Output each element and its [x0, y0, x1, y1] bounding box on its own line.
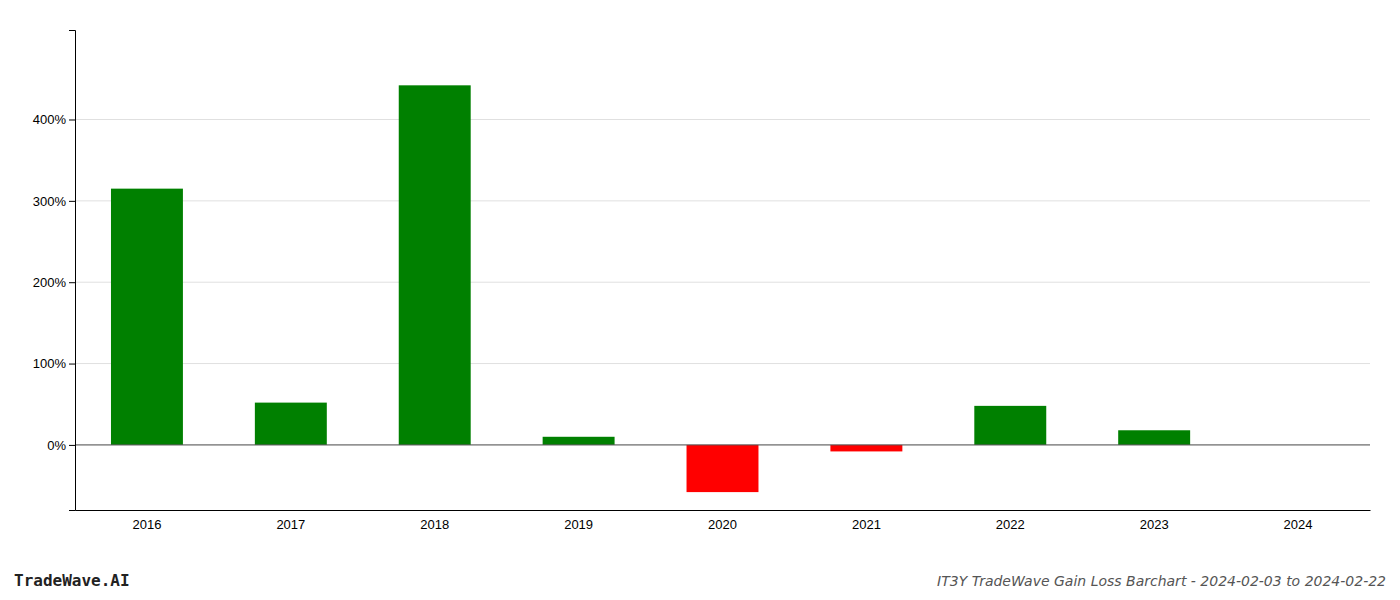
y-tick-label: 200% [33, 275, 67, 290]
y-tick-label: 400% [33, 112, 67, 127]
x-tick-label: 2018 [420, 517, 449, 532]
bar [255, 403, 327, 445]
y-tick: 200% [33, 275, 75, 290]
x-tick: 2020 [708, 517, 737, 532]
x-tick-label: 2022 [996, 517, 1025, 532]
y-tick: 100% [33, 356, 75, 371]
bar [974, 406, 1046, 445]
x-tick-label: 2017 [276, 517, 305, 532]
x-tick-label: 2019 [564, 517, 593, 532]
y-tick-mark [69, 364, 75, 365]
y-tick-mark [69, 201, 75, 202]
x-tick-label: 2024 [1284, 517, 1313, 532]
bar [111, 189, 183, 445]
chart-svg: 0%100%200%300%400%2016201720182019202020… [0, 0, 1400, 600]
grid-line [75, 200, 1370, 201]
x-tick: 2024 [1284, 517, 1313, 532]
grid-line [75, 282, 1370, 283]
x-tick: 2018 [420, 517, 449, 532]
y-axis: 0% 100% 200% 300% 400% [33, 31, 76, 511]
x-tick: 2017 [276, 517, 305, 532]
x-axis: 2016 2017 2018 2019 2020 2021 2022 2023 2024 [76, 511, 1371, 533]
bar [1118, 430, 1190, 445]
bar [687, 445, 759, 492]
bar [399, 85, 471, 445]
y-tick-mark [69, 119, 75, 120]
grid-line [75, 444, 1370, 445]
x-axis-line [76, 510, 1371, 511]
x-tick-label: 2023 [1140, 517, 1169, 532]
x-tick: 2016 [132, 517, 161, 532]
y-tick-mark [69, 282, 75, 283]
grid [75, 119, 1370, 444]
annotation: TradeWave.AI [14, 571, 130, 590]
x-tick-label: 2016 [132, 517, 161, 532]
bar [830, 445, 902, 452]
x-tick-label: 2020 [708, 517, 737, 532]
y-tick: 0% [47, 438, 75, 453]
x-tick: 2023 [1140, 517, 1169, 532]
x-tick: 2019 [564, 517, 593, 532]
x-tick: 2021 [852, 517, 881, 532]
y-tick: 300% [33, 194, 75, 209]
x-tick-label: 2021 [852, 517, 881, 532]
grid-line [75, 363, 1370, 364]
bar [543, 437, 615, 445]
y-tick-label: 0% [47, 438, 66, 453]
chart-container: 0%100%200%300%400%2016201720182019202020… [0, 0, 1400, 600]
x-tick: 2022 [996, 517, 1025, 532]
y-tick-label: 100% [33, 356, 67, 371]
bars [111, 85, 1190, 492]
y-tick: 400% [33, 112, 75, 127]
y-tick-label: 300% [33, 194, 67, 209]
y-axis-line [69, 31, 76, 511]
y-tick-mark [69, 445, 75, 446]
title: IT3Y TradeWave Gain Loss Barchart - 2024… [937, 573, 1386, 589]
grid-line [75, 119, 1370, 120]
plot-area: 0%100%200%300%400%2016201720182019202020… [33, 31, 1371, 533]
zero-line [75, 444, 1370, 445]
